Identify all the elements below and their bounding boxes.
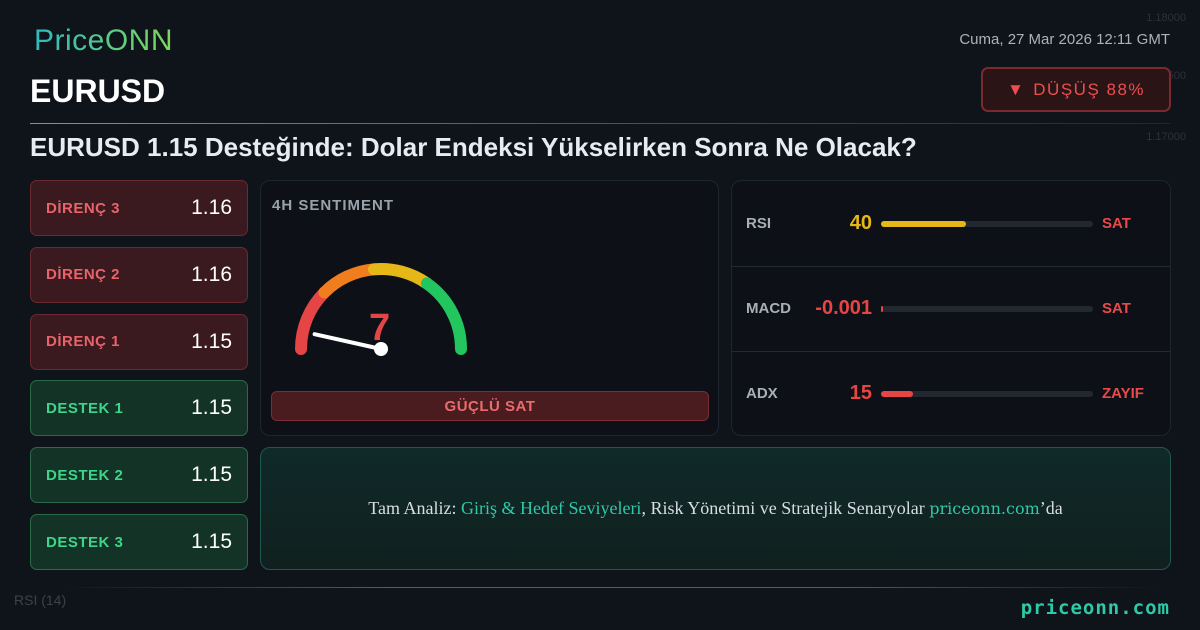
indicator-signal: SAT [1102,215,1131,232]
level-value: 1.15 [191,329,232,353]
divider [30,123,1170,124]
symbol-title: EURUSD [30,73,166,109]
level-name: DİRENÇ 2 [46,266,121,284]
trend-badge: ▼ DÜŞÜŞ 88% [981,67,1171,112]
indicator-value: 40 [849,212,872,234]
support-level: DESTEK 1 1.15 [30,380,248,437]
support-level: DESTEK 3 1.15 [30,514,248,570]
resistance-level: DİRENÇ 3 1.16 [30,180,248,236]
level-value: 1.15 [191,463,232,487]
indicator-signal: ZAYIF [1102,385,1144,402]
timestamp: Cuma, 27 Mar 2026 12:11 GMT [959,31,1170,48]
level-value: 1.15 [191,530,232,553]
bg-price-tick: 1.17000 [1146,131,1186,143]
sentiment-label: GÜÇLÜ SAT [271,391,709,421]
cta-highlight: Giriş & Hedef Seviyeleri [460,498,642,518]
headline: EURUSD 1.15 Desteğinde: Dolar Endeksi Yü… [30,132,917,162]
indicator-row-adx: ADX 15 ZAYIF [732,351,1170,436]
bg-price-tick: 1.18000 [1146,12,1186,24]
logo: PriceONN [34,24,174,57]
support-level: DESTEK 2 1.15 [30,447,248,504]
indicator-bar [881,305,1093,312]
cta-middle: , Risk Yönetimi ve Stratejik Senaryolar [641,498,925,518]
resistance-level: DİRENÇ 1 1.15 [30,313,248,370]
triangle-down-icon: ▼ [1006,79,1026,99]
level-value: 1.16 [191,262,232,286]
divider [60,587,1160,588]
level-name: DİRENÇ 1 [46,333,121,351]
divider [732,351,1170,352]
indicator-name: MACD [746,300,791,317]
cta-link[interactable]: priceonn.com [929,499,1040,518]
divider [732,266,1170,267]
footer-url[interactable]: priceonn.com [1020,597,1170,619]
level-name: DESTEK 2 [46,466,124,484]
gauge-needle [312,332,383,351]
sentiment-gauge [295,263,467,356]
level-value: 1.15 [191,396,232,420]
indicator-bar [881,390,1093,397]
trend-badge-label: DÜŞÜŞ 88% [1033,79,1146,99]
resistance-level: DİRENÇ 2 1.16 [30,246,248,303]
indicator-row-macd: MACD -0.001 SAT [732,266,1170,351]
gauge-segment [318,263,381,299]
gauge-segment [295,286,331,355]
indicator-row-rsi: RSI 40 SAT [732,181,1170,266]
indicator-value: 15 [849,382,872,404]
full-analysis-banner[interactable]: Tam Analiz: Giriş & Hedef Seviyeleri, Ri… [260,447,1171,570]
indicator-bar [881,220,1093,227]
indicators-panel: RSI 40 SAT MACD -0.001 SAT ADX 15 ZAYIF [731,180,1171,436]
level-name: DESTEK 3 [46,533,124,551]
gauge-needle-hub [374,342,388,356]
level-name: DİRENÇ 3 [46,199,121,217]
gauge-segment [368,263,433,290]
indicator-bar-fill [881,390,913,397]
gauge-segment [420,277,467,355]
sentiment-value: 7 [369,307,391,349]
indicator-name: ADX [746,385,778,402]
level-name: DESTEK 1 [46,399,124,417]
indicator-bar-fill [881,220,966,227]
sentiment-title: 4H SENTIMENT [272,197,395,214]
bg-indicator-label: RSI (14) [14,592,67,608]
indicator-value: -0.001 [815,297,872,319]
level-value: 1.16 [191,196,232,219]
sentiment-panel: 4H SENTIMENT 7 GÜÇLÜ SAT [260,180,719,436]
indicator-name: RSI [746,215,772,232]
cta-suffix: ’da [1039,498,1063,518]
cta-prefix: Tam Analiz: [368,498,457,518]
indicator-signal: SAT [1102,300,1131,317]
indicator-bar-fill [881,305,884,312]
